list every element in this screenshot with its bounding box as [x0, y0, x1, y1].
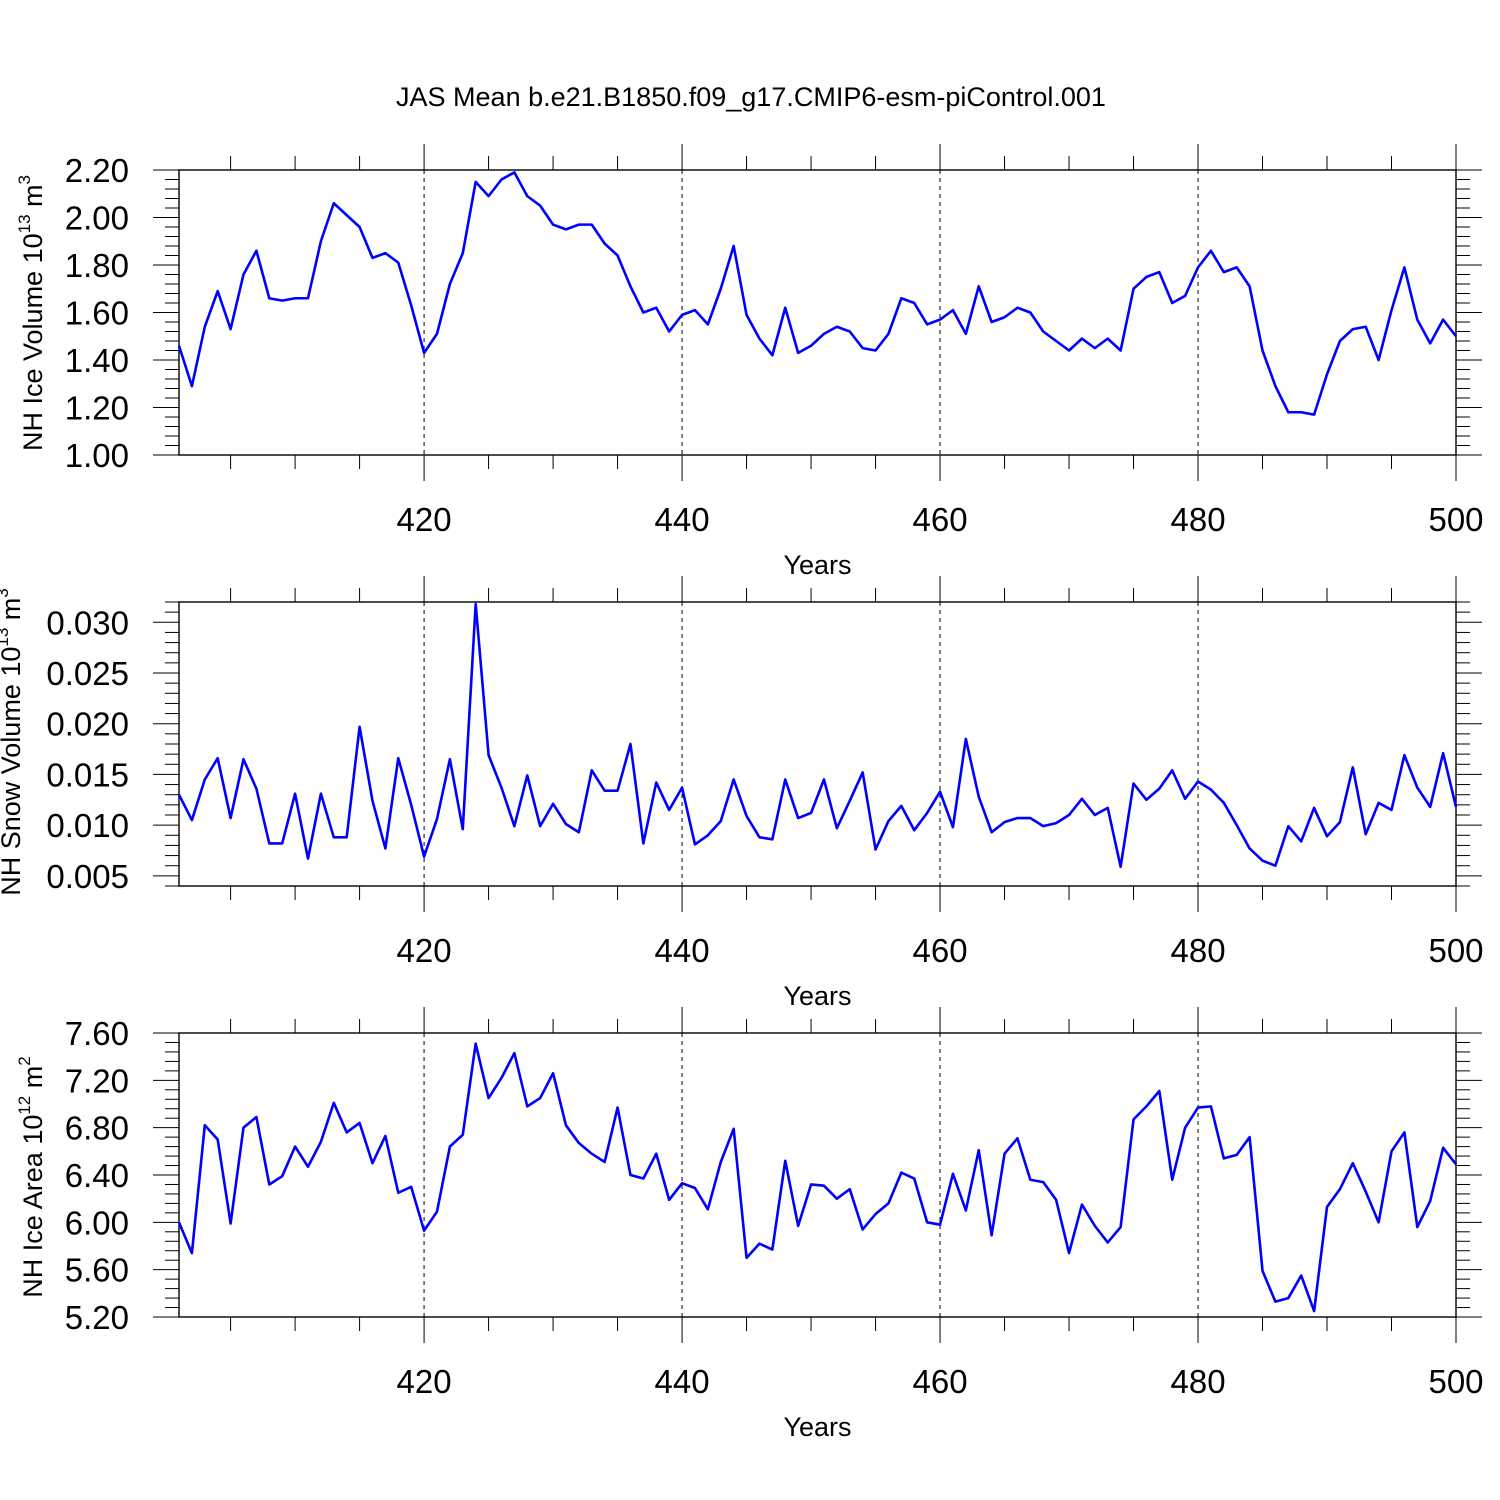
x-tick-label: 420 [397, 932, 452, 969]
x-tick-label: 480 [1170, 1363, 1225, 1400]
y-tick-label: 1.80 [65, 247, 129, 284]
x-tick-label: 460 [913, 1363, 968, 1400]
y-tick-label: 6.40 [65, 1157, 129, 1194]
x-axis-label: Years [783, 550, 851, 580]
y-tick-label: 2.20 [65, 152, 129, 189]
plot-frame [178, 169, 1457, 456]
y-tick-label: 0.030 [46, 604, 129, 641]
series-line [177, 171, 1458, 416]
y-tick-label: 5.60 [65, 1252, 129, 1289]
panel-ice-area: 5.20 5.60 6.00 6.40 6.80 7.20 7.60 420 440 460 480… [15, 1007, 1484, 1442]
y-tick-label: 1.40 [65, 342, 129, 379]
x-tick-label: 460 [913, 932, 968, 969]
x-axis-label: Years [783, 981, 851, 1011]
plot-frame [178, 601, 1457, 887]
y-tick-label: 0.025 [46, 655, 129, 692]
x-tick-label: 500 [1428, 1363, 1483, 1400]
y-tick-label: 0.015 [46, 756, 129, 793]
y-tick-label: 2.00 [65, 200, 129, 237]
x-tick-label: 440 [655, 501, 710, 538]
y-tick-label: 6.00 [65, 1204, 129, 1241]
figure-title: JAS Mean b.e21.B1850.f09_g17.CMIP6-esm-p… [396, 82, 1106, 112]
y-tick-label: 0.020 [46, 706, 129, 743]
y-axis-label: NH Ice Area 1012 m2 [15, 1056, 48, 1297]
x-tick-label: 440 [655, 1363, 710, 1400]
y-tick-label: 7.20 [65, 1062, 129, 1099]
y-tick-label: 0.005 [46, 858, 129, 895]
series-line [177, 602, 1458, 869]
y-tick-label: 5.20 [65, 1299, 129, 1336]
y-tick-label: 1.00 [65, 437, 129, 474]
y-axis-label: NH Ice Volume 1013 m3 [15, 175, 48, 451]
x-tick-label: 440 [655, 932, 710, 969]
x-axis-label: Years [783, 1412, 851, 1442]
x-tick-label: 500 [1428, 932, 1483, 969]
x-tick-label: 420 [397, 501, 452, 538]
y-tick-label: 0.010 [46, 807, 129, 844]
x-tick-label: 480 [1170, 932, 1225, 969]
x-tick-label: 460 [913, 501, 968, 538]
x-tick-label: 500 [1428, 501, 1483, 538]
y-tick-label: 7.60 [65, 1015, 129, 1052]
y-tick-label: 1.60 [65, 295, 129, 332]
plot-frame [178, 1032, 1457, 1318]
y-tick-label: 1.20 [65, 390, 129, 427]
panel-ice-volume: 1.00 1.20 1.40 1.60 1.80 2.00 2.20 420 440 460 480… [15, 144, 1484, 580]
series-line [177, 1042, 1458, 1313]
panel-snow-volume: 0.005 0.010 0.015 0.020 0.025 0.030 420 440 460 4… [0, 576, 1484, 1011]
y-tick-label: 6.80 [65, 1110, 129, 1147]
y-axis-label: NH Snow Volume 1013 m3 [0, 588, 26, 896]
x-tick-label: 420 [397, 1363, 452, 1400]
x-tick-label: 480 [1170, 501, 1225, 538]
